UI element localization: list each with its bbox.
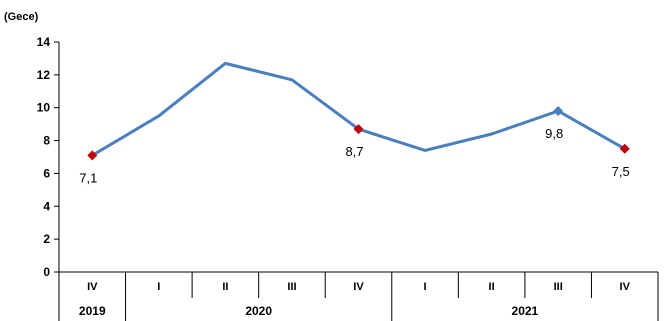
data-label: 8,7: [345, 144, 363, 159]
point-marker: [87, 150, 98, 161]
point-marker: [619, 143, 630, 154]
x-category-label: II: [222, 281, 228, 293]
y-tick-label: 2: [43, 232, 50, 246]
y-tick-label: 14: [37, 35, 51, 49]
x-category-label: I: [424, 281, 427, 293]
series-line: [91, 61, 626, 157]
year-labels: 2019 2020 2021: [79, 304, 539, 318]
year-label: 2021: [512, 304, 539, 318]
data-labels: 7,1 8,7 9,8 7,5: [79, 126, 630, 185]
x-category-label: III: [554, 281, 563, 293]
y-tick-labels: 0 2 4 6 8 10 12 14: [37, 35, 51, 279]
point-marker: [353, 124, 364, 135]
y-unit-label: (Gece): [4, 11, 39, 23]
x-category-label: IV: [620, 281, 631, 293]
y-tick-label: 12: [37, 68, 51, 82]
point-marker: [553, 106, 564, 116]
x-category-label: IV: [353, 281, 364, 293]
x-category-label: IV: [87, 281, 98, 293]
axes: [54, 41, 659, 321]
x-category-labels: IV I II III IV I II III IV: [87, 281, 631, 293]
year-label: 2019: [79, 304, 106, 318]
y-tick-label: 4: [43, 199, 50, 213]
x-category-label: III: [287, 281, 296, 293]
point-markers: [87, 106, 630, 161]
y-tick-label: 8: [43, 134, 50, 148]
data-label: 7,5: [612, 164, 630, 179]
data-label: 7,1: [79, 170, 97, 185]
x-category-label: II: [489, 281, 495, 293]
x-category-label: I: [157, 281, 160, 293]
y-tick-label: 0: [43, 265, 50, 279]
series-lines: [91, 61, 626, 157]
y-tick-label: 6: [43, 166, 50, 180]
y-tick-label: 10: [37, 101, 51, 115]
year-label: 2020: [245, 304, 272, 318]
data-label: 9,8: [545, 126, 563, 141]
